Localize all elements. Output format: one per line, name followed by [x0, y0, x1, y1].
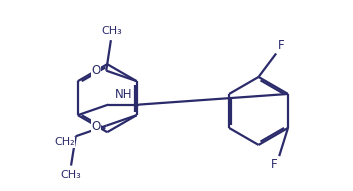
Text: O: O	[91, 64, 100, 77]
Text: CH₂: CH₂	[54, 137, 75, 147]
Text: F: F	[270, 158, 277, 171]
Text: CH₃: CH₃	[61, 170, 82, 180]
Text: O: O	[91, 120, 100, 133]
Text: CH₃: CH₃	[102, 26, 122, 36]
Text: F: F	[278, 39, 285, 52]
Text: NH: NH	[115, 87, 132, 100]
